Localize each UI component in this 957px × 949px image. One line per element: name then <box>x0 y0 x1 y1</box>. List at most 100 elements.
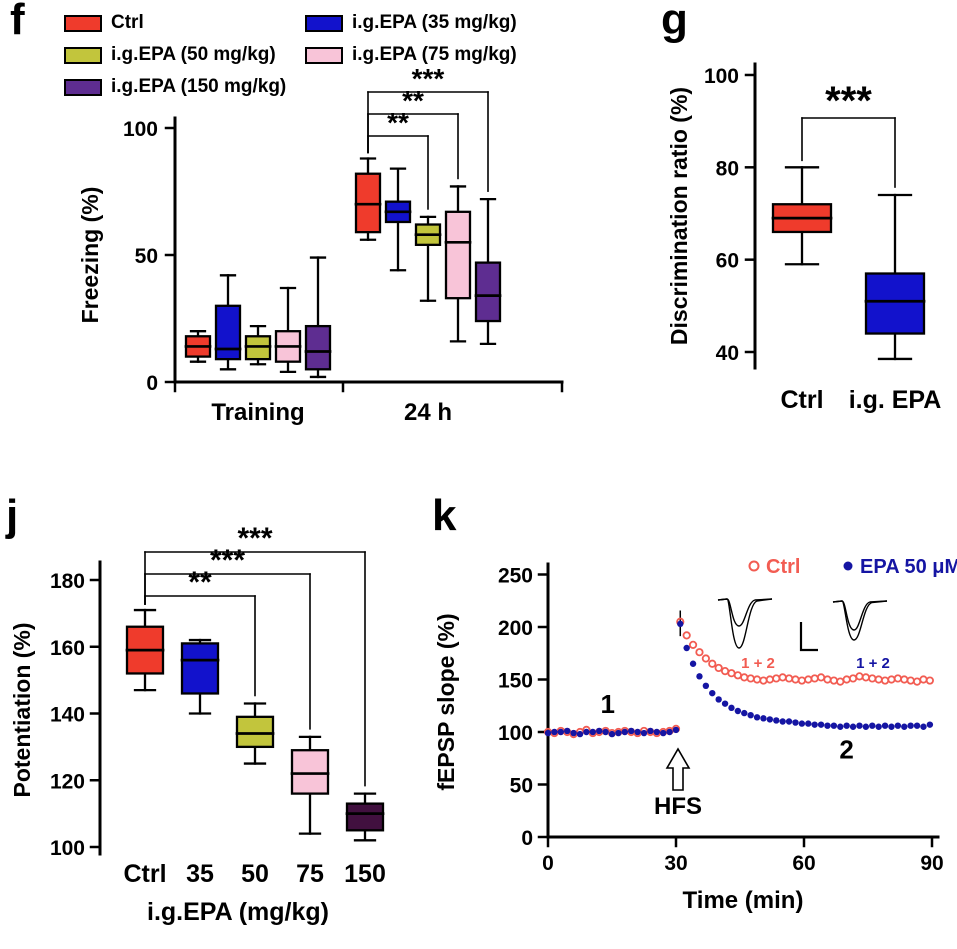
data-point-ctrl <box>682 631 691 640</box>
data-point-ctrl <box>720 667 730 676</box>
data-point-epa <box>666 728 673 736</box>
category-label: i.g. EPA <box>849 386 942 414</box>
data-point-epa <box>576 730 584 738</box>
data-point-ctrl <box>829 676 838 685</box>
panel-f-letter: f <box>10 0 25 44</box>
data-point-epa <box>608 730 616 738</box>
x-axis-label: i.g.EPA (mg/kg) <box>147 898 329 926</box>
data-point-epa <box>557 728 565 736</box>
data-point-epa <box>583 728 590 736</box>
sig-stars: *** <box>210 544 245 577</box>
potentiation-chart: 100 120 140 160 180 Potentiation (%) Ctrl 35 50 7… <box>9 522 386 926</box>
data-point-epa <box>640 729 648 737</box>
box <box>235 715 275 749</box>
data-point-epa <box>628 727 635 735</box>
scale-bar <box>799 622 818 652</box>
data-point-epa <box>901 723 908 730</box>
legend-item-ctrl: Ctrl <box>64 12 305 34</box>
hfs-arrow-icon <box>665 747 691 791</box>
data-point-epa <box>779 718 786 725</box>
legend-item-epa150: i.g.EPA (150 mg/kg) <box>64 76 305 98</box>
data-point-epa <box>811 721 818 728</box>
data-point-epa <box>615 729 622 737</box>
data-point-ctrl <box>855 672 864 681</box>
x-tick-label: 30 <box>664 852 687 875</box>
data-point-ctrl <box>912 677 922 686</box>
data-point-epa <box>596 727 603 735</box>
group-label: Training <box>211 399 304 426</box>
data-point-ctrl <box>727 669 736 678</box>
y-tick-label: 0 <box>146 372 158 395</box>
data-point-epa <box>621 728 629 736</box>
data-point-ctrl <box>848 674 858 683</box>
legend-swatch-epa150 <box>64 78 102 96</box>
data-point-ctrl <box>733 671 742 680</box>
data-point-epa <box>760 715 767 722</box>
data-point-epa <box>869 722 876 729</box>
y-tick-label: 120 <box>50 770 85 793</box>
legend-item-epa50: i.g.EPA (50 mg/kg) <box>64 44 305 66</box>
y-tick-label: 60 <box>716 250 739 273</box>
data-point-epa <box>849 723 857 730</box>
box <box>864 272 926 335</box>
y-axis-label: Potentiation (%) <box>9 622 35 797</box>
data-point-ctrl <box>810 674 819 683</box>
data-point-ctrl <box>887 675 896 684</box>
data-point-epa <box>715 696 722 703</box>
y-axis-label: fEPSP slope (%) <box>433 613 459 790</box>
y-tick-label: 50 <box>510 775 533 798</box>
data-point-epa <box>551 728 558 736</box>
category-label: 50 <box>241 860 269 888</box>
data-point-ctrl <box>823 675 832 684</box>
y-tick-label: 250 <box>498 565 533 588</box>
sig-stars: ** <box>188 566 212 599</box>
data-point-ctrl <box>778 673 787 682</box>
data-point-ctrl <box>740 673 749 682</box>
legend-label-epa35: i.g.EPA (35 mg/kg) <box>352 12 517 33</box>
data-point-ctrl <box>816 673 826 682</box>
data-point-epa <box>888 723 895 730</box>
data-point-epa <box>564 727 571 735</box>
data-point-ctrl <box>880 676 890 685</box>
data-point-epa <box>894 722 902 729</box>
data-point-epa <box>824 722 831 729</box>
fepsp-chart: 0 50 100 150 200 250 0 30 60 90 fEPSP slope (%) Tim… <box>433 556 957 914</box>
legend-swatch-epa35 <box>305 14 343 32</box>
annotation-1: 1 <box>600 689 614 719</box>
data-point-ctrl <box>836 677 845 686</box>
legend-swatch-epa75 <box>305 46 343 64</box>
data-point-epa <box>753 714 761 721</box>
data-point-epa <box>741 709 748 717</box>
data-point-ctrl <box>842 675 851 684</box>
legend-column-2: i.g.EPA (35 mg/kg) i.g.EPA (75 mg/kg) <box>305 12 517 98</box>
y-tick-label: 80 <box>716 157 739 180</box>
sig-stars: *** <box>237 522 272 555</box>
x-axis-label: Time (min) <box>683 887 804 914</box>
data-point-epa <box>766 716 774 723</box>
legend-marker-epa-icon <box>843 561 853 571</box>
y-tick-label: 100 <box>498 722 533 745</box>
data-point-epa <box>875 723 882 730</box>
data-point-epa <box>647 727 654 735</box>
data-point-epa <box>843 722 850 729</box>
data-point-epa <box>734 707 742 715</box>
data-point-ctrl <box>868 674 877 683</box>
panel-k-letter: k <box>432 491 457 540</box>
box <box>345 802 385 832</box>
y-tick-label: 200 <box>498 617 533 640</box>
data-point-epa <box>926 721 934 728</box>
data-point-epa <box>805 720 812 727</box>
data-point-ctrl <box>746 674 755 683</box>
data-point-epa <box>907 722 914 729</box>
data-point-epa <box>747 712 754 719</box>
y-tick-label: 140 <box>50 704 85 727</box>
box <box>474 261 502 323</box>
data-point-epa <box>721 700 729 707</box>
annotation-2: 2 <box>839 734 853 764</box>
box <box>444 210 472 300</box>
trace-2 <box>832 600 888 641</box>
panel-f-legend: Ctrl i.g.EPA (50 mg/kg) i.g.EPA (150 mg/… <box>64 12 517 98</box>
x-tick-label: 0 <box>542 852 554 875</box>
data-point-epa <box>689 660 697 667</box>
box <box>304 324 332 371</box>
